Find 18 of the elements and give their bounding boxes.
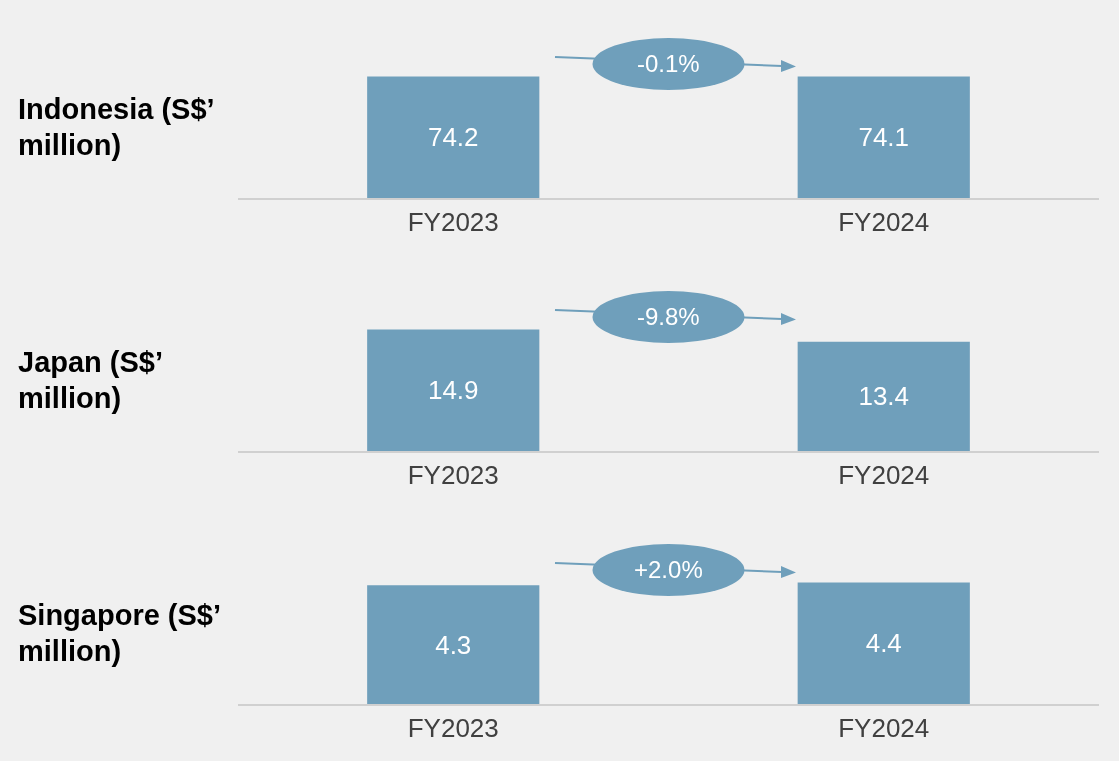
x-tick-label: FY2023 — [407, 207, 499, 238]
x-tick-label: FY2024 — [838, 207, 930, 238]
text: Indonesia (S$’ million) — [17, 91, 214, 163]
x-tick-label: FY2024 — [838, 713, 930, 744]
data-label: 4.3 — [435, 629, 472, 660]
text: Singapore (S$’ million) — [17, 597, 221, 669]
data-label: 13.4 — [858, 381, 910, 412]
x-tick-label: FY2023 — [407, 713, 499, 744]
annotation: -9.8% — [637, 303, 700, 330]
data-label: 14.9 — [427, 375, 479, 406]
data-label: 74.1 — [858, 122, 910, 153]
x-tick-label: FY2023 — [407, 460, 499, 491]
text: Japan (S$’ million) — [17, 344, 163, 416]
annotation: -0.1% — [637, 50, 700, 77]
data-label: 4.4 — [865, 628, 902, 659]
x-tick-label: FY2024 — [838, 460, 930, 491]
data-label: 74.2 — [427, 122, 479, 153]
annotation: +2.0% — [634, 556, 703, 583]
